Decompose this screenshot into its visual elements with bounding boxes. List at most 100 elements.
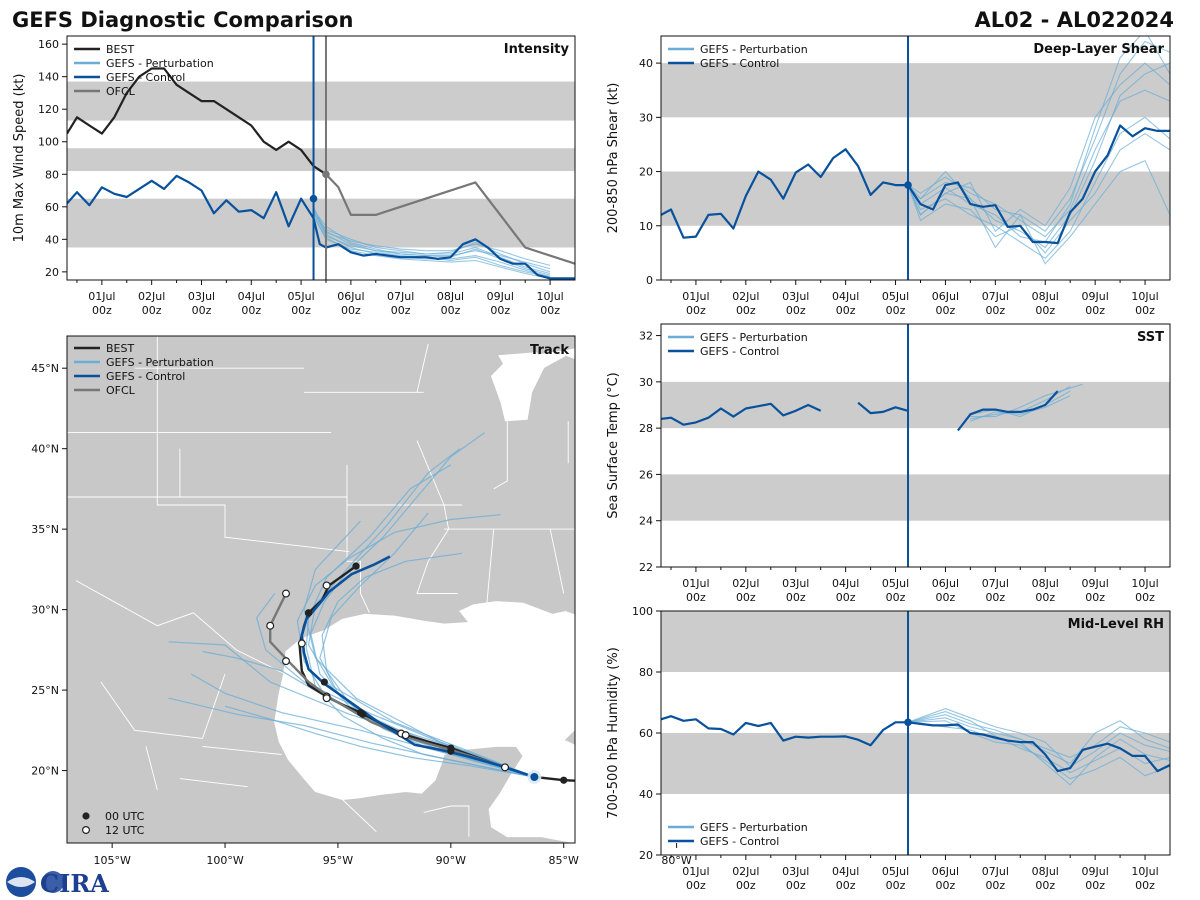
intensity-xtick-day-3: 04Jul [238,290,265,303]
intensity-ytick-label-6: 140 [38,71,59,84]
rh-xtick-hour-3: 00z [836,879,856,892]
state-border-0 [75,580,289,677]
rh-band-1 [661,611,1170,672]
legend-12utc-marker [81,825,90,834]
rh-perturbation-line-4 [907,721,1170,786]
state-border-1 [156,336,350,553]
intensity-xtick-day-0: 01Jul [88,290,115,303]
best-12utc-point-1 [501,763,510,772]
track-ytick-label-1: 25°N [31,684,59,697]
rh-ytick-label-4: 100 [632,605,653,618]
state-border-15 [100,673,226,739]
shear-ytick-label-2: 20 [639,166,653,179]
track-xtick-label-2: 95°W [323,854,353,867]
shear-xtick-hour-0: 00z [686,304,706,317]
intensity-ytick-label-0: 20 [45,266,59,279]
rh-xtick-hour-6: 00z [985,879,1005,892]
shear-xtick-hour-8: 00z [1085,304,1105,317]
intensity-xtick-day-2: 03Jul [188,290,215,303]
rh-series-control-0 [661,715,1170,773]
intensity-xtick-hour-7: 00z [441,304,461,317]
intensity-xtick-hour-9: 00z [540,304,560,317]
legend-label-ofcl: OFCL [106,384,136,397]
best-00utc-point-6 [352,562,360,570]
perturbation-track-11 [305,464,535,778]
control-00utc-point-1 [359,710,367,718]
intensity-panel-title: Intensity [504,42,570,57]
sst-ytick-label-0: 22 [639,561,653,574]
shear-perturbation-line-3 [907,89,1170,238]
perturbation-track-12 [168,641,535,778]
perturbation-track-8 [224,705,535,778]
shear-plot-area [661,36,1170,265]
legend-label-ofcl: OFCL [106,85,136,98]
shear-xtick-hour-2: 00z [786,304,806,317]
sst-xtick-hour-4: 00z [886,591,906,604]
shear-xtick-day-5: 06Jul [932,290,959,303]
intensity-marker-1 [322,170,330,179]
rh-xtick-hour-4: 00z [886,879,906,892]
legend-12utc-label: 12 UTC [105,824,145,837]
state-border-14 [416,343,429,393]
intensity-series-best-0 [67,67,327,176]
control-12utc-point-1 [297,639,306,648]
state-border-12 [493,421,508,490]
shear-ytick-label-1: 10 [639,220,653,233]
intensity-perturbation-line-6 [313,208,551,275]
track-ytick-label-5: 45°N [31,362,59,375]
intensity-perturbation-line-7 [313,211,551,266]
rh-xtick-hour-0: 00z [686,879,706,892]
shear-marker-0 [904,181,912,189]
legend-00utc-label: 00 UTC [105,810,145,823]
control-00utc-point-2 [304,609,313,617]
cira-logo-text: CIRA [40,869,109,898]
sst-xtick-hour-6: 00z [985,591,1005,604]
shear-xtick-hour-9: 00z [1135,304,1155,317]
shear-perturbation-line-1 [907,40,1170,232]
state-border-20 [145,746,158,791]
sst-xtick-day-4: 05Jul [882,577,909,590]
sst-xtick-day-8: 09Jul [1082,577,1109,590]
state-border-18 [423,805,470,837]
intensity-panel: 2040608010012014016001Jul00z02Jul00z03Ju… [12,35,576,317]
init-position-point [530,773,539,782]
perturbation-track-5 [321,552,535,778]
shear-band-1 [661,63,1170,118]
shear-xtick-hour-5: 00z [936,304,956,317]
state-border-10 [549,529,565,594]
shear-ytick-label-4: 40 [639,57,653,70]
sst-xtick-day-0: 01Jul [682,577,709,590]
shear-xtick-day-9: 10Jul [1131,290,1158,303]
legend-label-perturbation: GEFS - Perturbation [700,331,808,344]
best-00utc-point-4 [320,678,328,686]
rh-panel: 2040608010001Jul00z02Jul00z03Jul00z04Jul… [606,605,1171,892]
ofcl-12utc-point-1 [282,589,291,598]
sst-xtick-hour-1: 00z [736,591,756,604]
shear-perturbation-line-6 [907,62,1170,233]
sst-panel: 22242628303201Jul00z02Jul00z03Jul00z04Ju… [606,323,1171,604]
track-ytick-label-2: 30°N [31,604,59,617]
figure-title: GEFS Diagnostic Comparison [12,8,353,32]
sst-perturbation-line-3 [970,390,1071,418]
rh-ytick-label-3: 80 [639,666,653,679]
shear-xtick-day-8: 09Jul [1082,290,1109,303]
state-border-17 [342,799,377,833]
intensity-ytick-label-5: 120 [38,103,59,116]
best-00utc-point-1 [560,776,568,784]
intensity-xtick-hour-2: 00z [192,304,212,317]
sst-ytick-label-5: 32 [639,330,653,343]
sst-xtick-hour-9: 00z [1135,591,1155,604]
sst-xtick-day-5: 06Jul [932,577,959,590]
rh-plot-area [661,611,1170,794]
intensity-xtick-day-7: 08Jul [437,290,464,303]
perturbation-track-10 [303,520,535,778]
sst-xtick-day-2: 03Jul [782,577,809,590]
legend-label-control: GEFS - Control [700,835,779,848]
rh-xtick-day-8: 09Jul [1082,865,1109,878]
rh-xtick-day-9: 10Jul [1131,865,1158,878]
intensity-xtick-hour-1: 00z [142,304,162,317]
rh-marker-0 [904,718,912,727]
track-frame [66,335,576,844]
track-xtick-label-5: 80°W [661,854,691,867]
sst-xtick-day-1: 02Jul [732,577,759,590]
